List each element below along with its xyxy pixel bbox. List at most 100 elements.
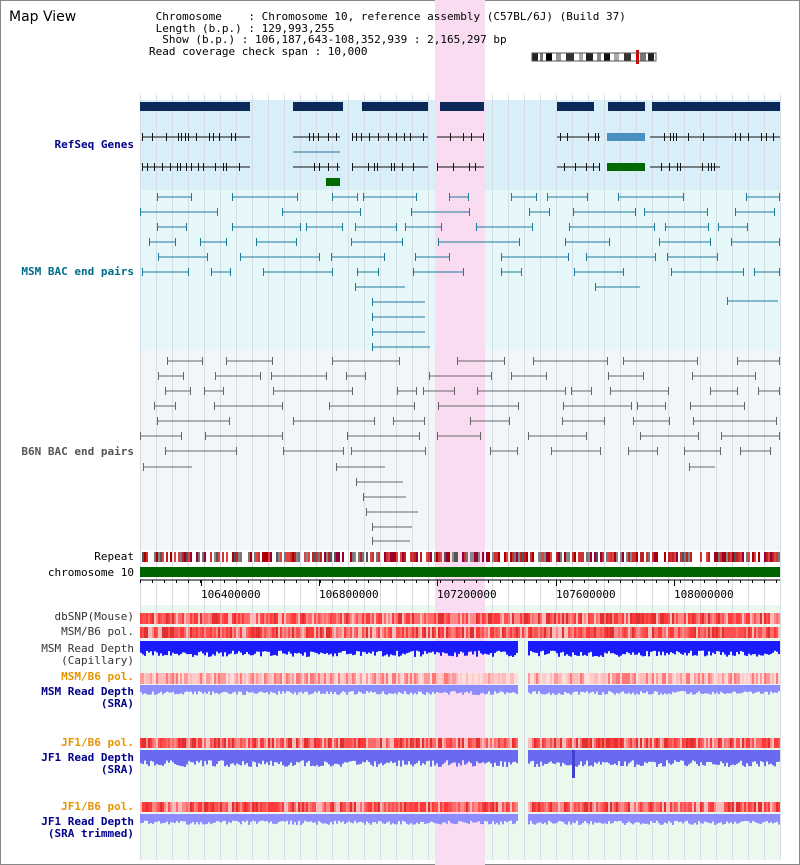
msm-pol-sra-strip — [208, 673, 210, 684]
msm-depth-sra-bar — [332, 685, 334, 694]
msm-pol-sra-strip — [384, 673, 386, 684]
msm-pol-sra-strip — [390, 673, 392, 684]
jf1-depth-sra-bar — [160, 750, 162, 765]
msm-depth-capillary-bar — [666, 641, 668, 653]
msm-pol-sra-strip — [146, 673, 148, 684]
msm-pol-strip — [160, 627, 162, 638]
jf1-pol-trim-strip — [622, 802, 624, 812]
msm-depth-sra-bar — [712, 685, 714, 692]
dbsnp-strip — [718, 613, 720, 624]
jf1-pol-strip — [140, 738, 142, 748]
msm-pol-sra-strip — [254, 673, 256, 684]
jf1-pol-strip — [408, 738, 410, 748]
msm-depth-sra-bar — [362, 685, 364, 694]
jf1-pol-strip — [278, 738, 280, 748]
jf1-depth-sra-bar — [754, 750, 756, 762]
jf1-depth-trim-bar — [604, 814, 606, 824]
jf1-depth-sra-bar — [320, 750, 322, 766]
jf1-depth-trim-bar — [226, 814, 228, 825]
msm-pol-sra-strip — [552, 673, 554, 684]
jf1-depth-trim-bar — [552, 814, 554, 824]
jf1-depth-sra-bar — [618, 750, 620, 762]
jf1-pol-strip — [262, 738, 264, 748]
jf1-pol-strip — [274, 738, 276, 748]
msm-pol-sra-strip — [234, 673, 236, 684]
jf1-depth-sra-bar — [698, 750, 700, 767]
jf1-depth-trim-bar — [278, 814, 280, 822]
msm-depth-capillary-bar — [302, 641, 304, 656]
msm-pol-sra-strip — [648, 673, 650, 684]
jf1-depth-trim-bar — [284, 814, 286, 822]
msm-depth-sra-bar — [236, 685, 238, 695]
msm-pol-strip — [150, 627, 152, 638]
jf1-depth-sra-bar — [438, 750, 440, 767]
msm-depth-sra-bar — [514, 685, 516, 693]
jf1-depth-trim-bar — [382, 814, 384, 824]
msm-depth-sra-bar — [344, 685, 346, 693]
track-label-b6n-bac[interactable]: B6N BAC end pairs — [21, 445, 134, 458]
jf1-depth-sra-bar — [644, 750, 646, 763]
jf1-pol-trim-strip — [258, 802, 260, 812]
jf1-pol-trim-strip — [572, 802, 574, 812]
jf1-pol-strip — [364, 738, 366, 748]
msm-depth-sra-bar — [718, 685, 720, 695]
jf1-depth-trim-bar — [580, 814, 582, 825]
gene-block — [608, 102, 645, 111]
jf1-pol-strip — [692, 738, 694, 748]
repeat-mark — [628, 552, 630, 562]
msm-depth-sra-bar — [430, 685, 432, 695]
msm-depth-capillary-bar — [702, 641, 704, 651]
jf1-depth-sra-bar — [634, 750, 636, 767]
jf1-pol-trim-strip — [772, 802, 774, 812]
jf1-depth-sra-bar — [778, 750, 780, 762]
msm-pol-strip — [736, 627, 738, 638]
jf1-depth-trim-bar — [478, 814, 480, 822]
dbsnp-strip — [410, 613, 412, 624]
jf1-depth-sra-bar — [462, 750, 464, 761]
jf1-depth-trim-bar — [636, 814, 638, 822]
jf1-depth-sra-bar — [772, 750, 774, 766]
msm-depth-capillary-bar — [660, 641, 662, 656]
msm-pol-sra-strip — [738, 673, 740, 684]
jf1-depth-sra-bar — [308, 750, 310, 761]
jf1-depth-trim-bar — [270, 814, 272, 822]
msm-depth-capillary-bar — [634, 641, 636, 655]
msm-depth-capillary-bar — [690, 641, 692, 651]
jf1-depth-sra-bar — [530, 750, 532, 762]
track-label-msm-bac[interactable]: MSM BAC end pairs — [21, 265, 134, 278]
jf1-pol-strip — [682, 738, 684, 748]
jf1-depth-trim-bar — [326, 814, 328, 825]
msm-pol-sra-strip — [302, 673, 304, 684]
dbsnp-strip — [186, 613, 188, 624]
axis-tick-label: 107200000 — [437, 588, 497, 601]
jf1-depth-sra-bar — [278, 750, 280, 765]
msm-depth-sra-bar — [316, 685, 318, 693]
jf1-pol-trim-strip — [200, 802, 202, 812]
msm-pol-strip — [676, 627, 678, 638]
repeat-mark — [472, 552, 474, 562]
msm-pol-sra-strip — [338, 673, 340, 684]
jf1-pol-strip — [480, 738, 482, 748]
jf1-depth-trim-bar — [380, 814, 382, 822]
msm-pol-strip — [368, 627, 370, 638]
track-label-dbsnp: dbSNP(Mouse) — [54, 610, 134, 623]
length-line: Length (b.p.) : 129,993,255 — [149, 21, 335, 35]
repeat-mark — [564, 552, 566, 562]
msm-pol-strip — [748, 627, 750, 638]
track-label-refseq[interactable]: RefSeq Genes — [54, 138, 134, 151]
dbsnp-strip — [494, 613, 496, 624]
jf1-depth-sra-bar — [472, 750, 474, 767]
jf1-depth-sra-bar — [210, 750, 212, 761]
dbsnp-strip — [422, 613, 424, 624]
jf1-depth-trim-bar — [738, 814, 740, 824]
msm-depth-sra-bar — [246, 685, 248, 692]
msm-pol-strip — [634, 627, 636, 638]
jf1-depth-sra-bar — [550, 750, 552, 762]
msm-pol-strip — [524, 627, 526, 638]
dbsnp-strip — [164, 613, 166, 624]
dbsnp-strip — [174, 613, 176, 624]
jf1-depth-trim-bar — [438, 814, 440, 825]
dbsnp-strip — [712, 613, 714, 624]
ideogram-band — [624, 53, 631, 61]
msm-depth-capillary-bar — [748, 641, 750, 654]
